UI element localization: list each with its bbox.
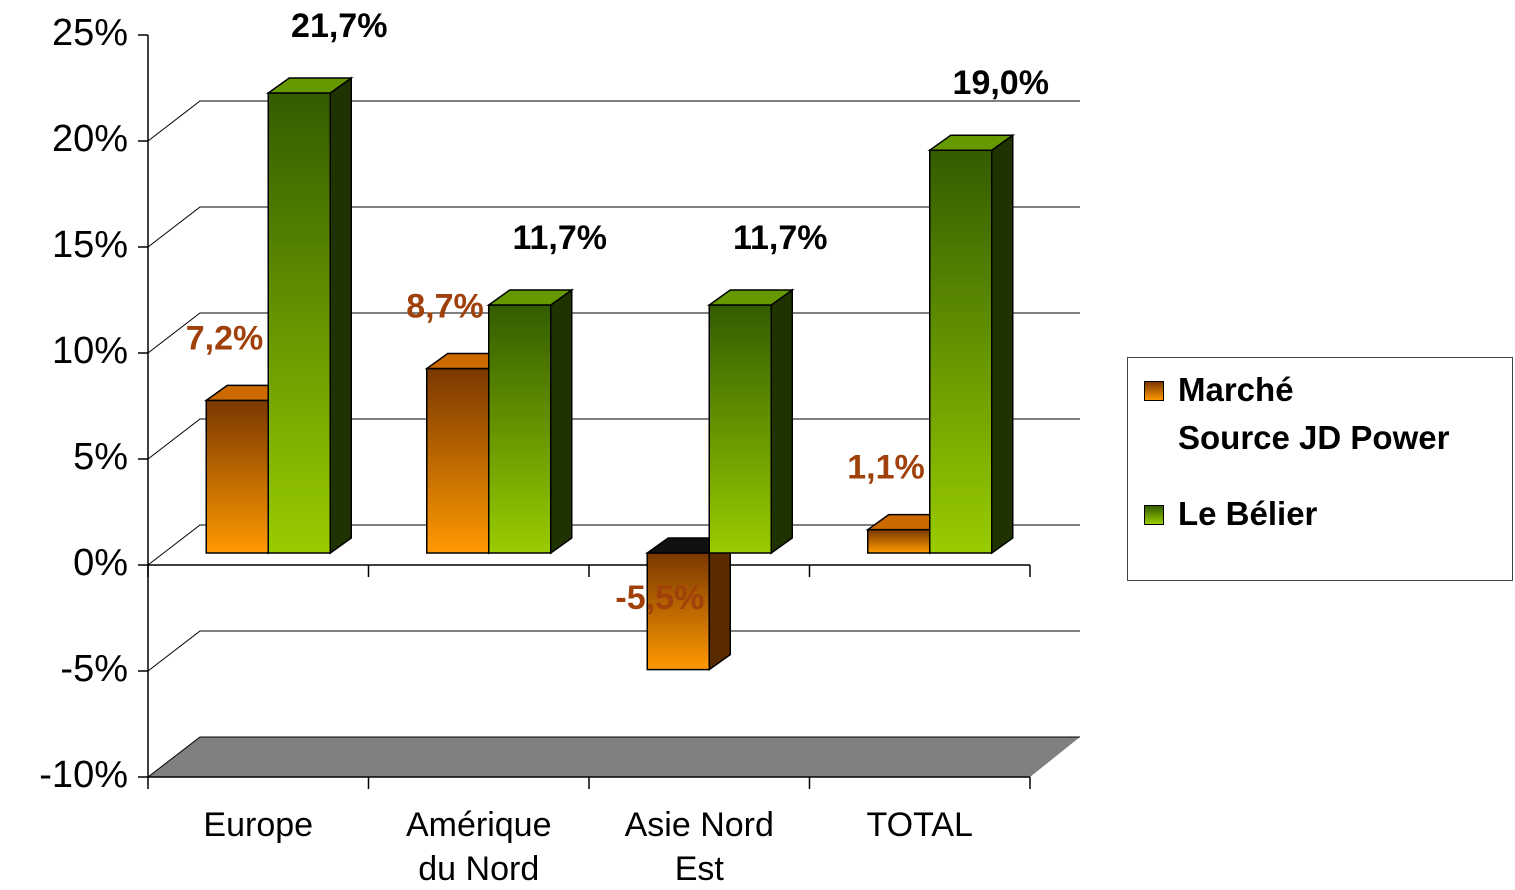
grid-line (147, 630, 1080, 672)
bar-side (550, 288, 573, 555)
value-label: 11,7% (733, 219, 828, 257)
grid-line (147, 736, 1080, 778)
grid-line (147, 100, 1080, 142)
bar-side (991, 133, 1014, 555)
legend-swatch (1144, 505, 1164, 525)
y-tick-label: -5% (60, 648, 128, 690)
bar-front (205, 399, 269, 554)
bar-side (770, 288, 793, 555)
value-label: 1,1% (847, 449, 925, 487)
bar-front (867, 528, 931, 554)
y-tick-label: 20% (52, 118, 128, 160)
value-label: -5,5% (615, 579, 704, 617)
bar (927, 133, 1016, 555)
grid-line (147, 206, 1080, 248)
value-label: 19,0% (953, 64, 1049, 102)
bar-front (267, 92, 331, 554)
x-tick-label: Europe (203, 806, 314, 844)
y-tick-label: 5% (73, 436, 128, 478)
legend-swatch (1144, 381, 1164, 401)
x-tick-label: Amérique du Nord (405, 806, 552, 888)
bar-side (708, 536, 731, 672)
legend-item: Le Bélier (1144, 490, 1317, 538)
legend-label: Marché Source JD Power (1178, 371, 1450, 456)
y-tick-label: 0% (73, 542, 128, 584)
floor (148, 737, 1080, 777)
value-label: 11,7% (512, 219, 607, 257)
legend: Marché Source JD Power Le Bélier (1127, 357, 1513, 581)
bar-top (265, 77, 354, 94)
bar (486, 288, 575, 555)
bar-top (706, 289, 795, 306)
bar-front (708, 304, 772, 554)
bar-front (488, 304, 552, 554)
x-tick-label: Asie Nord Est (624, 806, 774, 888)
bar-top (486, 289, 575, 306)
bar-front (929, 149, 993, 554)
legend-item: Marché Source JD Power (1144, 366, 1449, 462)
bar-top (927, 134, 1016, 151)
bar-side (329, 76, 352, 555)
y-tick-label: 10% (52, 330, 128, 372)
legend-label: Le Bélier (1178, 495, 1318, 532)
x-tick-label: TOTAL (866, 806, 973, 844)
y-tick-label: -10% (39, 754, 128, 796)
value-label: 7,2% (186, 319, 264, 357)
bar-front (426, 367, 490, 554)
y-tick-label: 15% (52, 224, 128, 266)
value-label: 21,7% (291, 7, 387, 45)
bar (265, 76, 354, 555)
value-label: 8,7% (406, 288, 484, 326)
y-tick-label: 25% (52, 12, 128, 54)
bar (706, 288, 795, 555)
